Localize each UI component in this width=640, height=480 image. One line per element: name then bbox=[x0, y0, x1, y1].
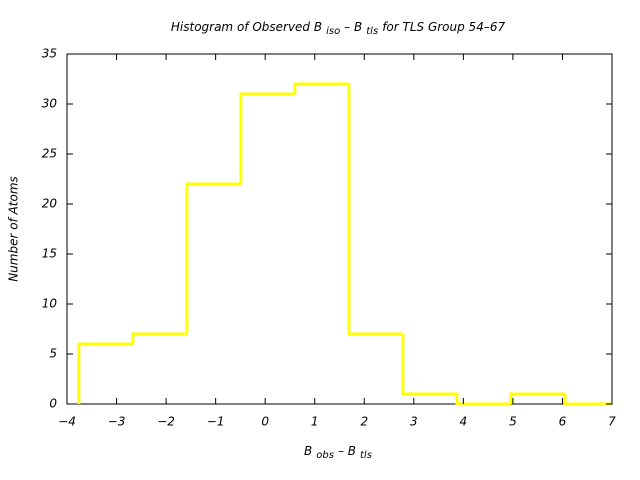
y-tick-label: 15 bbox=[42, 247, 57, 261]
histogram-step bbox=[185, 182, 241, 334]
text-part: – B bbox=[344, 20, 362, 34]
histogram-step bbox=[131, 332, 187, 344]
plot-area bbox=[77, 82, 612, 406]
y-tick-label: 0 bbox=[49, 397, 57, 411]
x-tick-label: −4 bbox=[58, 415, 76, 429]
subscript: obs bbox=[316, 450, 334, 461]
plot-frame bbox=[66, 53, 613, 405]
subscript: iso bbox=[326, 26, 340, 37]
x-tick-label: 0 bbox=[261, 415, 269, 429]
histogram-step bbox=[509, 392, 565, 404]
x-tick-label: 1 bbox=[311, 415, 319, 429]
histogram-step bbox=[347, 84, 403, 336]
x-tick-label: −2 bbox=[157, 415, 175, 429]
text-part: – B bbox=[338, 444, 356, 458]
histogram-step bbox=[293, 82, 349, 94]
histogram-step bbox=[239, 92, 295, 184]
text-part: B bbox=[304, 444, 312, 458]
x-tick-label: 5 bbox=[509, 415, 517, 429]
x-tick-label: −3 bbox=[108, 415, 126, 429]
x-tick-label: 4 bbox=[460, 415, 468, 429]
histogram-step bbox=[77, 342, 133, 404]
subscript: tls bbox=[366, 26, 378, 37]
y-tick-label: 35 bbox=[42, 47, 57, 61]
x-tick-label: 6 bbox=[559, 415, 567, 429]
y-tick-label: 5 bbox=[49, 347, 57, 361]
histogram-step bbox=[455, 394, 511, 406]
y-tick-label: 10 bbox=[42, 297, 58, 311]
histogram-step bbox=[563, 394, 612, 406]
text-part: Histogram of Observed B bbox=[171, 20, 322, 34]
y-tick-label: 25 bbox=[42, 147, 57, 161]
y-tick-label: 30 bbox=[42, 97, 58, 111]
x-tick-label: −1 bbox=[207, 415, 225, 429]
x-tick-label: 7 bbox=[608, 415, 616, 429]
x-tick-label: 3 bbox=[410, 415, 418, 429]
x-tick-label: 2 bbox=[360, 415, 368, 429]
text-part: for TLS Group 54–67 bbox=[382, 20, 505, 34]
chart-title: Histogram of Observed B iso – B tls for TLS … bbox=[171, 20, 506, 38]
y-axis-label: Number of Atoms bbox=[7, 176, 21, 282]
y-tick-label: 20 bbox=[42, 197, 58, 211]
subscript: tls bbox=[360, 450, 372, 461]
histogram-step bbox=[401, 334, 457, 396]
